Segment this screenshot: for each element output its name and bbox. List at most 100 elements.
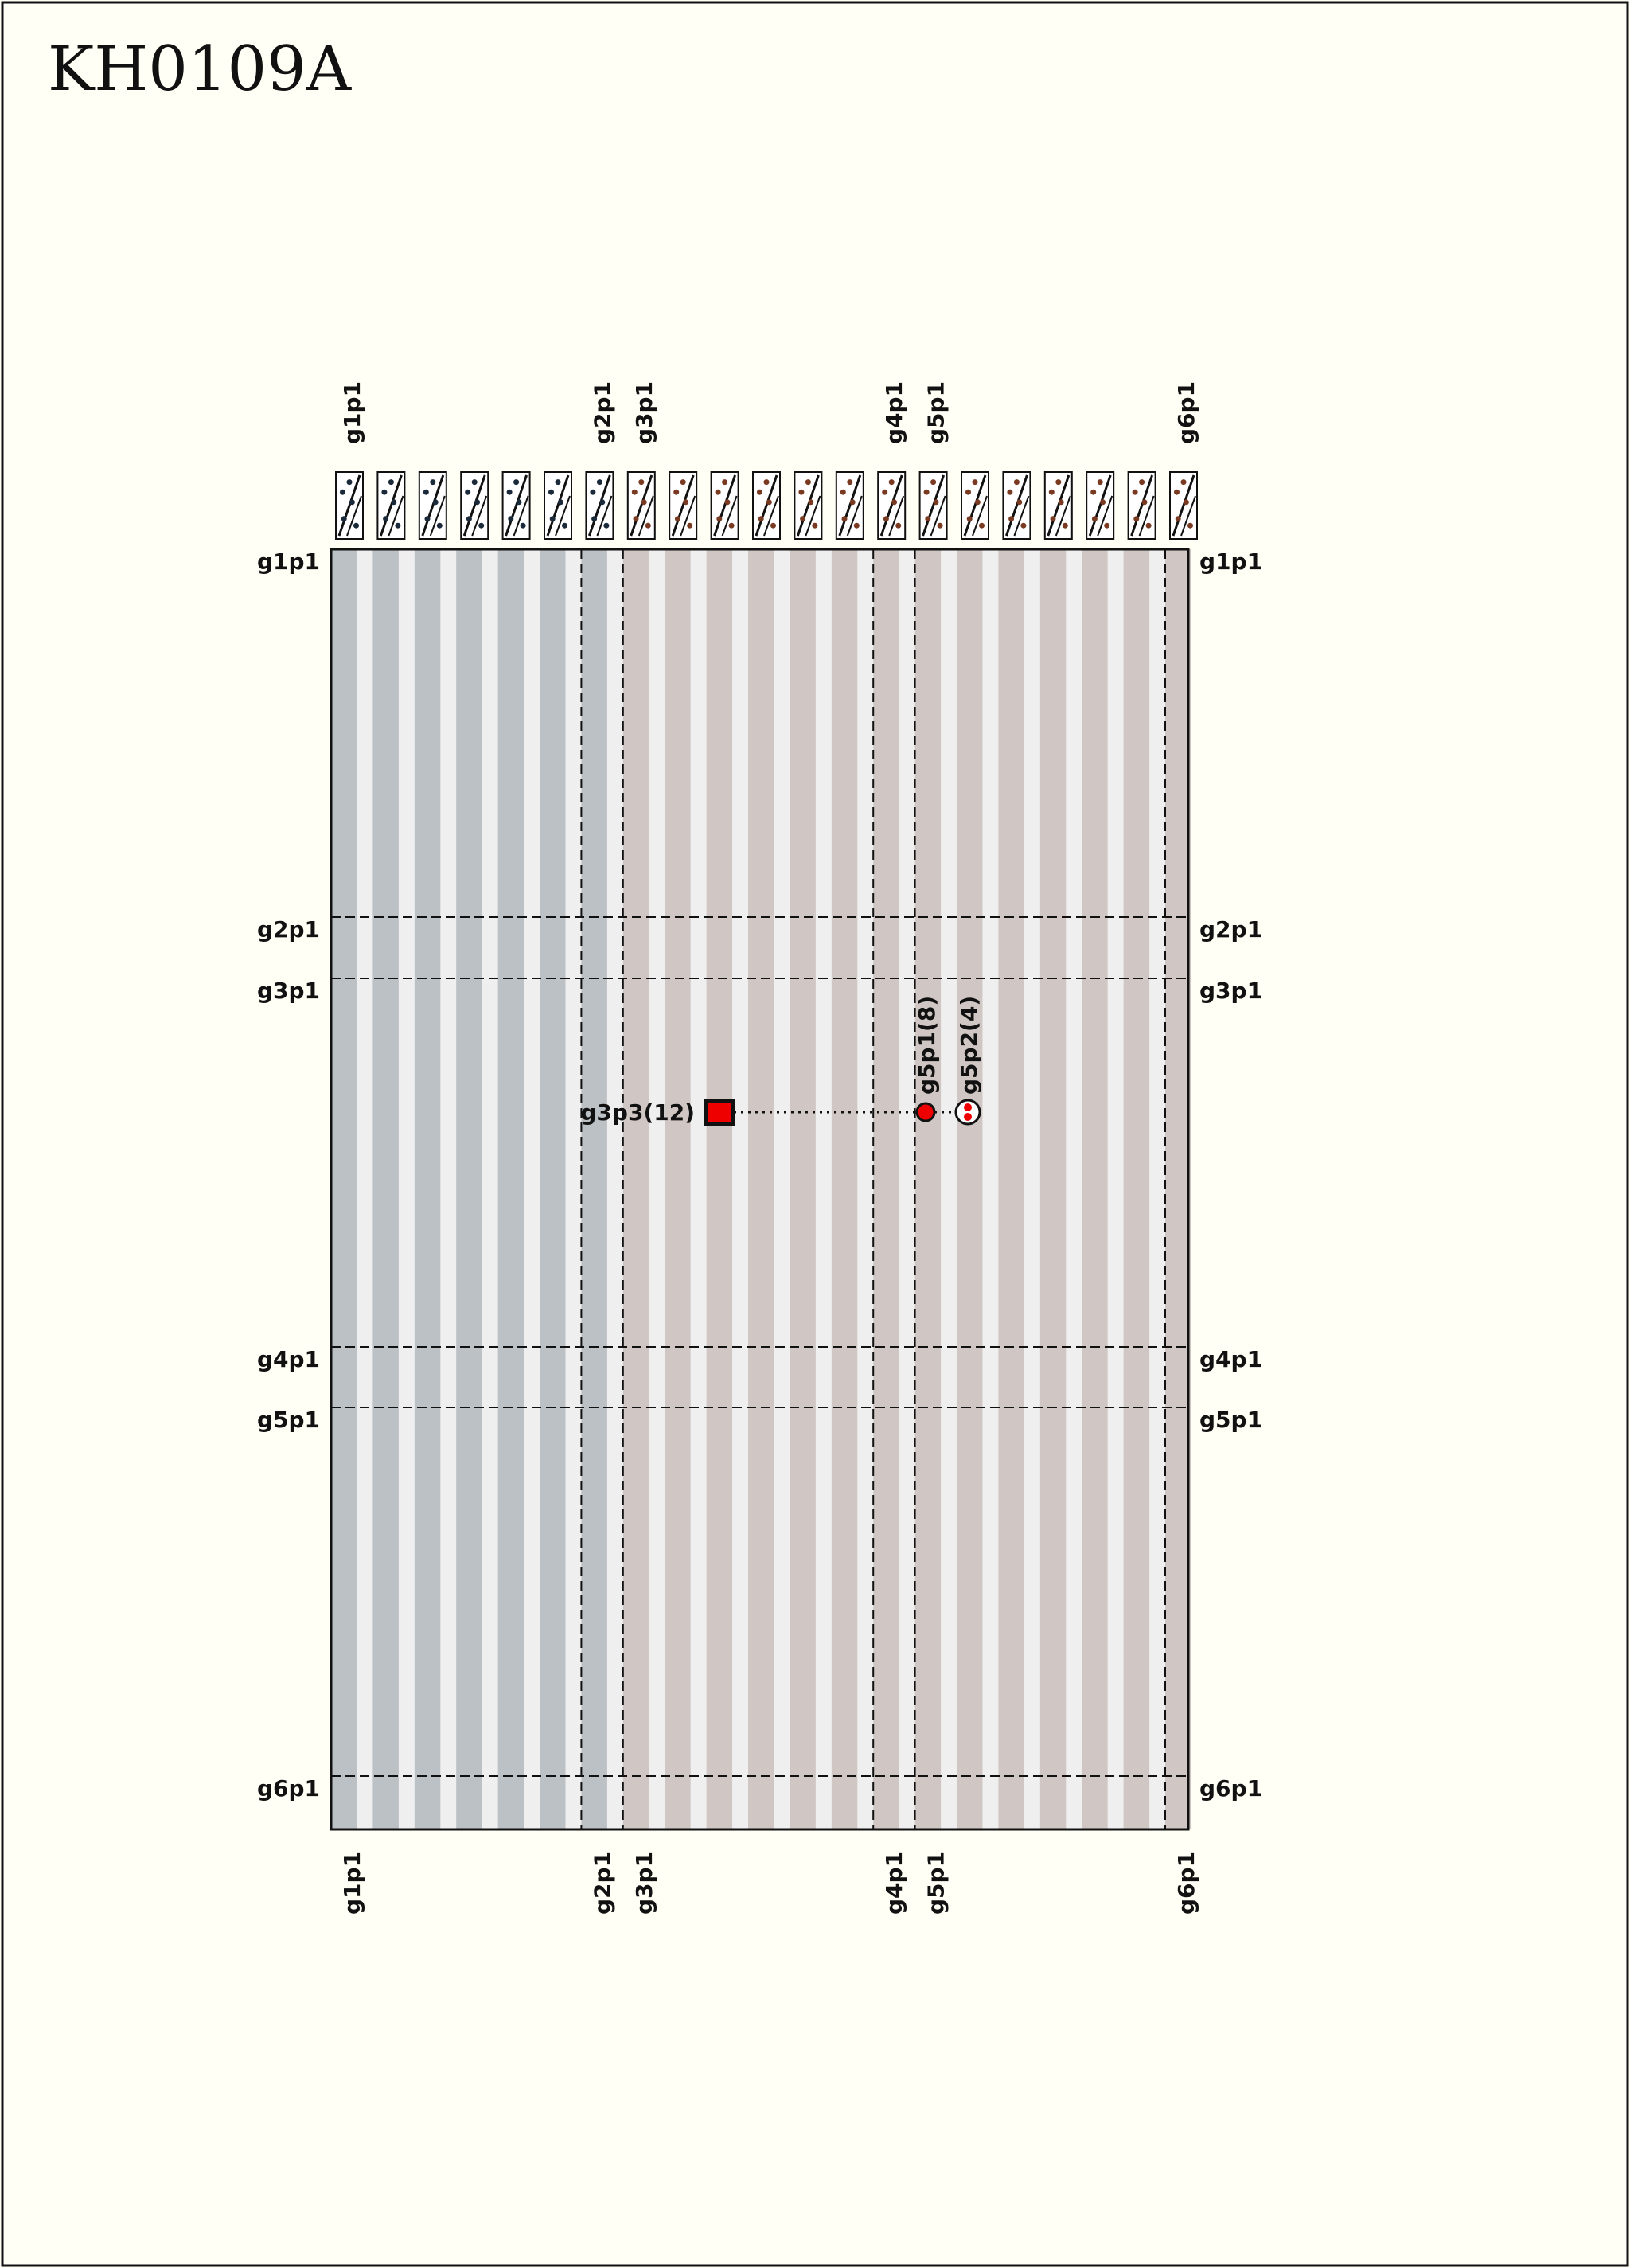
stripe-column-dark (914, 549, 942, 1829)
column-swatch (835, 471, 864, 540)
stripe-column-dark (414, 549, 441, 1829)
swatch-speckle (599, 499, 606, 506)
swatch-speckle (423, 489, 429, 495)
col-label-bottom-g1p1: g1p1 (339, 1852, 365, 1915)
swatch-speckle (1048, 489, 1055, 495)
swatch-speckle (513, 479, 520, 486)
swatch-slash (879, 474, 903, 537)
column-swatch (877, 471, 907, 540)
stripe-column-dark (497, 549, 524, 1829)
swatch-slash (1088, 474, 1112, 537)
swatch-speckle (1090, 489, 1097, 495)
swatch-speckle (346, 479, 353, 486)
row-label-left-g5p1: g5p1 (257, 1407, 320, 1433)
column-swatch (669, 471, 698, 540)
column-swatch (626, 471, 656, 540)
stripe-column-dark (790, 549, 816, 1829)
swatch-speckle (1104, 522, 1110, 529)
swatch-slash (555, 495, 571, 537)
stripe-column-dark (540, 549, 566, 1829)
swatch-speckle (805, 479, 811, 486)
annotation-box-marker (704, 1099, 735, 1126)
swatch-speckle (562, 522, 567, 529)
stripe-column-dark (1082, 549, 1108, 1829)
swatch-speckle (841, 516, 848, 522)
swatch-speckle (590, 489, 596, 495)
swatch-slash (421, 474, 445, 537)
swatch-speckle (1016, 499, 1023, 506)
swatch-slash (1013, 495, 1030, 537)
column-swatch (752, 471, 781, 540)
swatch-speckle (596, 479, 602, 486)
swatch-speckle (478, 522, 485, 529)
swatch-speckle (722, 479, 728, 486)
swatch-slash (805, 495, 821, 537)
stripe-column-dark (1123, 549, 1150, 1829)
column-swatch (794, 471, 823, 540)
swatch-slash (630, 474, 653, 537)
swatch-speckle (349, 499, 355, 506)
swatch-speckle (979, 522, 985, 529)
swatch-speckle (882, 489, 888, 495)
swatch-speckle (770, 522, 776, 529)
swatch-slash (505, 474, 528, 537)
swatch-slash (755, 474, 778, 537)
swatch-speckle (757, 489, 762, 495)
stripe-column-dark (1165, 549, 1191, 1829)
stripe-column-dark (581, 549, 607, 1829)
column-swatch (1002, 471, 1031, 540)
annotation-circle-b-dot (964, 1103, 972, 1111)
swatch-speckle (840, 489, 846, 495)
swatch-speckle (1058, 499, 1064, 506)
swatch-speckle (812, 522, 818, 529)
swatch-speckle (1091, 516, 1098, 522)
swatch-speckle (673, 489, 680, 495)
stripe-column-dark (372, 549, 399, 1829)
stripe-column-dark (998, 549, 1024, 1829)
stripe-column-dark (748, 549, 774, 1829)
swatch-speckle (1132, 489, 1138, 495)
col-label-top-g6p1: g6p1 (1173, 381, 1199, 444)
swatch-speckle (1008, 516, 1015, 522)
swatch-speckle (930, 479, 937, 486)
col-label-bottom-g6p1: g6p1 (1173, 1852, 1199, 1915)
swatch-speckle (591, 516, 598, 522)
col-label-bottom-g3p1: g3p1 (631, 1852, 657, 1915)
swatch-speckle (1062, 522, 1068, 529)
swatch-speckle (1187, 522, 1193, 529)
column-swatch (376, 471, 406, 540)
swatch-speckle (1013, 479, 1020, 486)
swatch-slash (1004, 474, 1028, 537)
swatch-speckle (516, 499, 522, 506)
swatch-speckle (631, 489, 638, 495)
column-swatch (544, 471, 572, 540)
stripe-columns (331, 549, 1191, 1829)
swatch-slash (963, 474, 987, 537)
swatch-slash (1138, 495, 1155, 537)
annotation-circle-b (954, 1099, 981, 1126)
swatch-slash (763, 495, 779, 537)
column-swatch (918, 471, 948, 540)
swatch-slash (930, 495, 946, 537)
swatch-speckle (1174, 489, 1180, 495)
swatch-speckle (1055, 479, 1062, 486)
swatch-speckle (891, 499, 898, 506)
swatch-speckle (965, 489, 971, 495)
swatch-speckle (383, 516, 389, 522)
col-label-top-g2p1: g2p1 (589, 381, 615, 444)
swatch-speckle (388, 479, 394, 486)
swatch-speckle (1133, 516, 1140, 522)
swatch-speckle (1175, 516, 1181, 522)
row-label-left-g2p1: g2p1 (257, 916, 320, 943)
swatch-speckle (549, 516, 556, 522)
swatch-slash (462, 474, 486, 537)
swatch-slash (922, 474, 946, 537)
swatch-slash (337, 474, 361, 537)
stripe-column-dark (331, 549, 357, 1829)
swatch-speckle (974, 499, 981, 506)
swatch-slash (713, 474, 737, 537)
swatch-speckle (758, 516, 764, 522)
annotation-circle-a (915, 1102, 936, 1122)
